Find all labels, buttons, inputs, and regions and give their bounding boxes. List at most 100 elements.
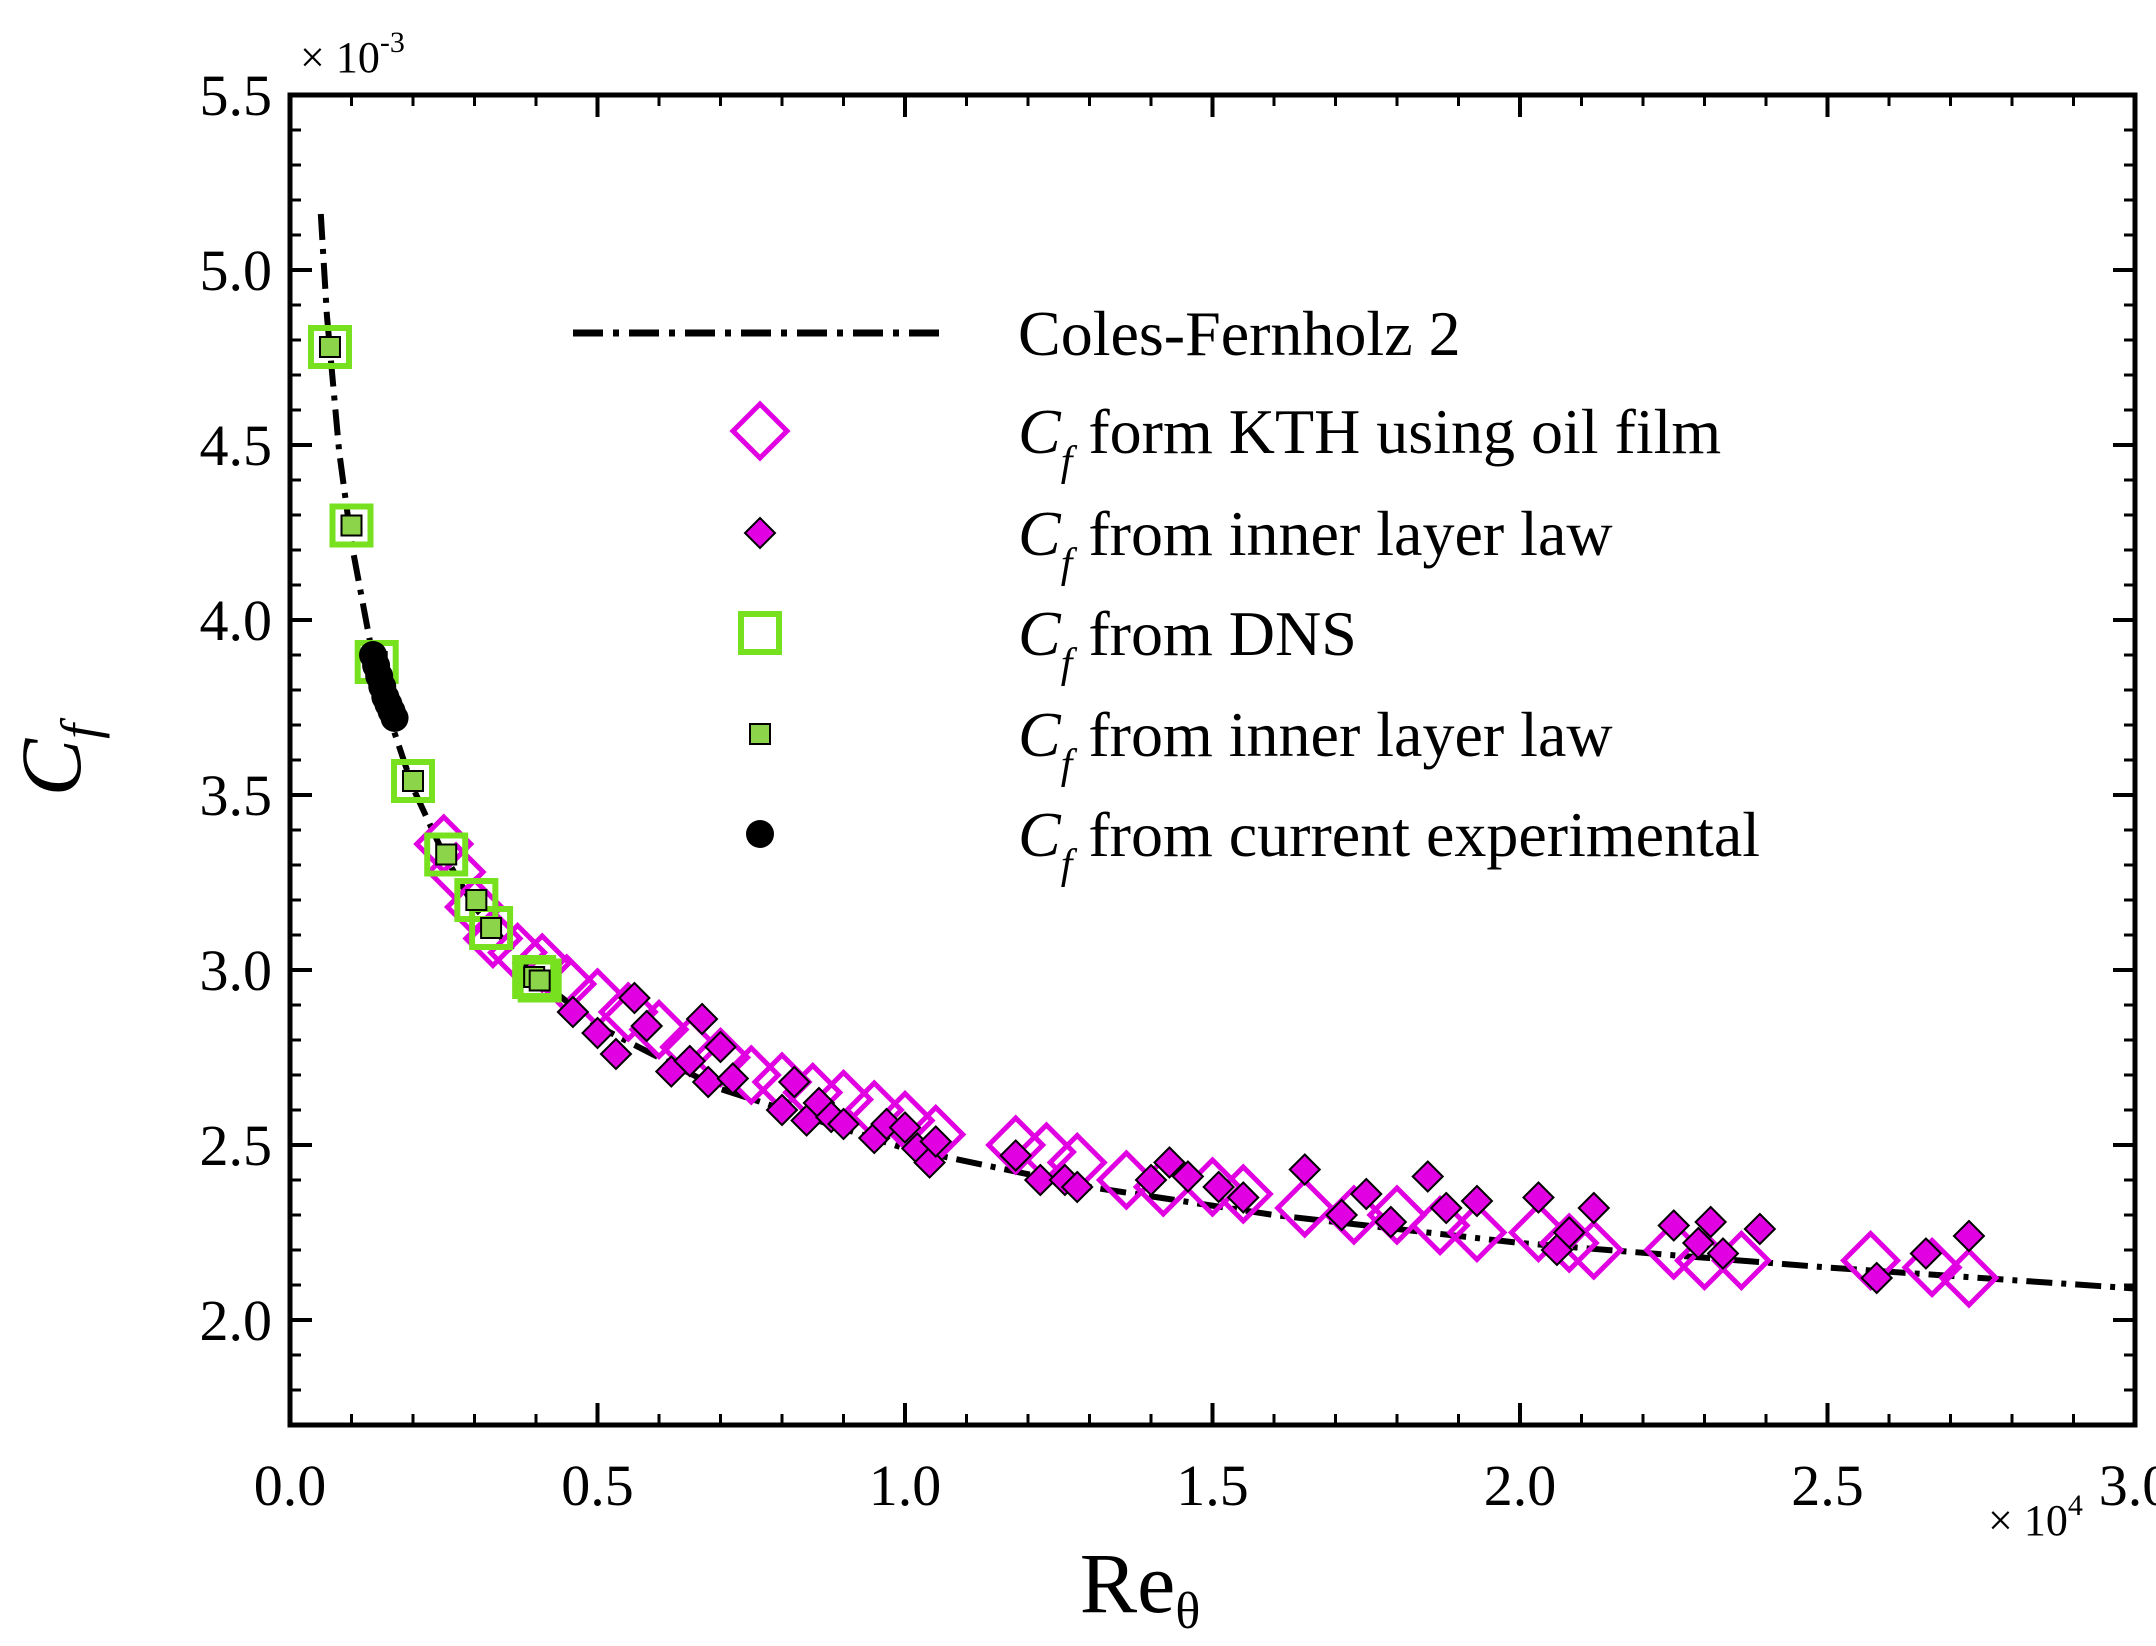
legend-entry-0: Coles-Fernholz 2 <box>573 298 1461 369</box>
data-point <box>469 906 514 950</box>
legend-marker <box>738 611 782 655</box>
data-point <box>1952 1219 1986 1253</box>
legend: Coles-Fernholz 2 Cf form KTH using oil fi… <box>573 298 1760 888</box>
data-point <box>1909 1237 1943 1270</box>
data-point <box>1577 1191 1611 1225</box>
data-point <box>827 1107 860 1141</box>
data-point <box>597 981 659 1043</box>
data-point <box>1023 1163 1057 1197</box>
y-multiplier-exponent: -3 <box>380 26 405 59</box>
data-point <box>435 843 458 866</box>
data-point <box>380 704 409 732</box>
legend-entry-3: Cf from DNS <box>738 598 1357 687</box>
legend-marker <box>729 400 791 462</box>
legend-entry-4: Cf from inner layer law <box>749 699 1613 788</box>
y-tick-label: 5.5 <box>200 63 273 128</box>
data-point <box>581 1016 614 1050</box>
x-multiplier-exponent: 4 <box>2068 1489 2083 1522</box>
data-point <box>402 770 424 792</box>
data-point <box>340 514 363 537</box>
y-axis-label-subscript: f <box>50 717 110 739</box>
data-point <box>919 1125 953 1158</box>
data-point <box>673 1044 707 1078</box>
data-point <box>1226 1181 1260 1214</box>
data-point <box>1743 1212 1777 1246</box>
data-point <box>704 1030 737 1064</box>
data-point <box>1657 1209 1691 1242</box>
data-point <box>1706 1237 1740 1270</box>
data-point <box>1522 1181 1555 1214</box>
x-axis-label: Reθ <box>1080 1535 1200 1640</box>
data-point <box>1202 1170 1236 1204</box>
data-point <box>1938 1247 2000 1309</box>
series-2 <box>556 981 1986 1295</box>
x-tick-label: 3.0 <box>2099 1453 2156 1518</box>
legend-entry-1: Cf form KTH using oil film <box>729 396 1721 485</box>
data-point <box>1171 1160 1205 1193</box>
y-tick-label: 2.0 <box>200 1288 273 1353</box>
data-point <box>691 1065 725 1099</box>
legend-label: Cf form KTH using oil film <box>1018 396 1721 485</box>
data-point <box>1288 1153 1322 1186</box>
data-point <box>528 969 551 992</box>
x-axis-label-subscript: θ <box>1175 1583 1200 1640</box>
data-point <box>1274 1177 1336 1239</box>
data-point <box>1374 1205 1408 1239</box>
x-tick-label: 1.5 <box>1176 1453 1249 1518</box>
legend-marker <box>743 516 777 550</box>
data-point <box>1694 1205 1728 1239</box>
x-tick-label: 2.0 <box>1484 1453 1557 1518</box>
legend-label: Coles-Fernholz 2 <box>1018 298 1461 369</box>
legend-label: Cf from DNS <box>1018 598 1357 687</box>
data-point <box>391 759 435 803</box>
y-tick-label: 2.5 <box>200 1113 273 1178</box>
data-point <box>599 1037 633 1071</box>
legend-entry-5: Cf from current experimental <box>746 799 1760 888</box>
data-point <box>765 1093 799 1127</box>
data-point <box>329 503 374 548</box>
data-point <box>1538 1212 1600 1274</box>
data-point <box>1460 1184 1494 1218</box>
x-tick-label: 2.5 <box>1791 1453 1864 1518</box>
data-point <box>1366 1184 1428 1246</box>
data-point <box>630 1009 664 1043</box>
data-point <box>1409 1194 1471 1257</box>
data-point <box>1134 1163 1168 1197</box>
y-axis-label: Cf <box>3 717 110 796</box>
tick-labels: 0.0 0.5 1.0 1.5 2.0 2.5 3.0 2.0 2.5 3.0 3.5 4.0 4.5 5… <box>200 63 2156 1518</box>
legend-label: Cf from inner layer law <box>1018 699 1613 788</box>
y-tick-label: 3.5 <box>200 763 273 828</box>
data-point <box>1901 1236 1963 1299</box>
data-point <box>1552 1216 1586 1249</box>
data-point <box>1681 1226 1715 1260</box>
data-point <box>465 889 488 911</box>
data-point <box>307 325 352 369</box>
data-point <box>1411 1160 1445 1193</box>
data-point <box>999 1139 1033 1172</box>
y-multiplier: × 10-3 <box>300 26 405 82</box>
data-point <box>777 1065 811 1099</box>
legend-label: Cf from inner layer law <box>1018 498 1613 587</box>
series-3 <box>307 325 562 1003</box>
legend-label: Cf from current experimental <box>1018 799 1760 888</box>
data-point <box>685 1002 719 1036</box>
data-point <box>318 336 341 358</box>
data-point <box>1429 1191 1463 1225</box>
data-point <box>1153 1146 1186 1179</box>
y-tick-label: 5.0 <box>200 238 273 303</box>
data-point <box>424 832 469 877</box>
data-point <box>1860 1261 1894 1295</box>
legend-marker <box>746 820 774 848</box>
y-tick-label: 4.5 <box>200 413 273 478</box>
data-point <box>1349 1177 1383 1211</box>
series-4 <box>318 336 551 992</box>
data-point <box>1446 1201 1508 1264</box>
data-point <box>1507 1201 1569 1264</box>
data-point <box>1325 1198 1359 1232</box>
data-point <box>480 917 503 939</box>
y-tick-label: 4.0 <box>200 588 273 653</box>
data-point <box>1060 1170 1094 1204</box>
x-tick-label: 0.5 <box>561 1453 634 1518</box>
data-point <box>512 955 557 999</box>
